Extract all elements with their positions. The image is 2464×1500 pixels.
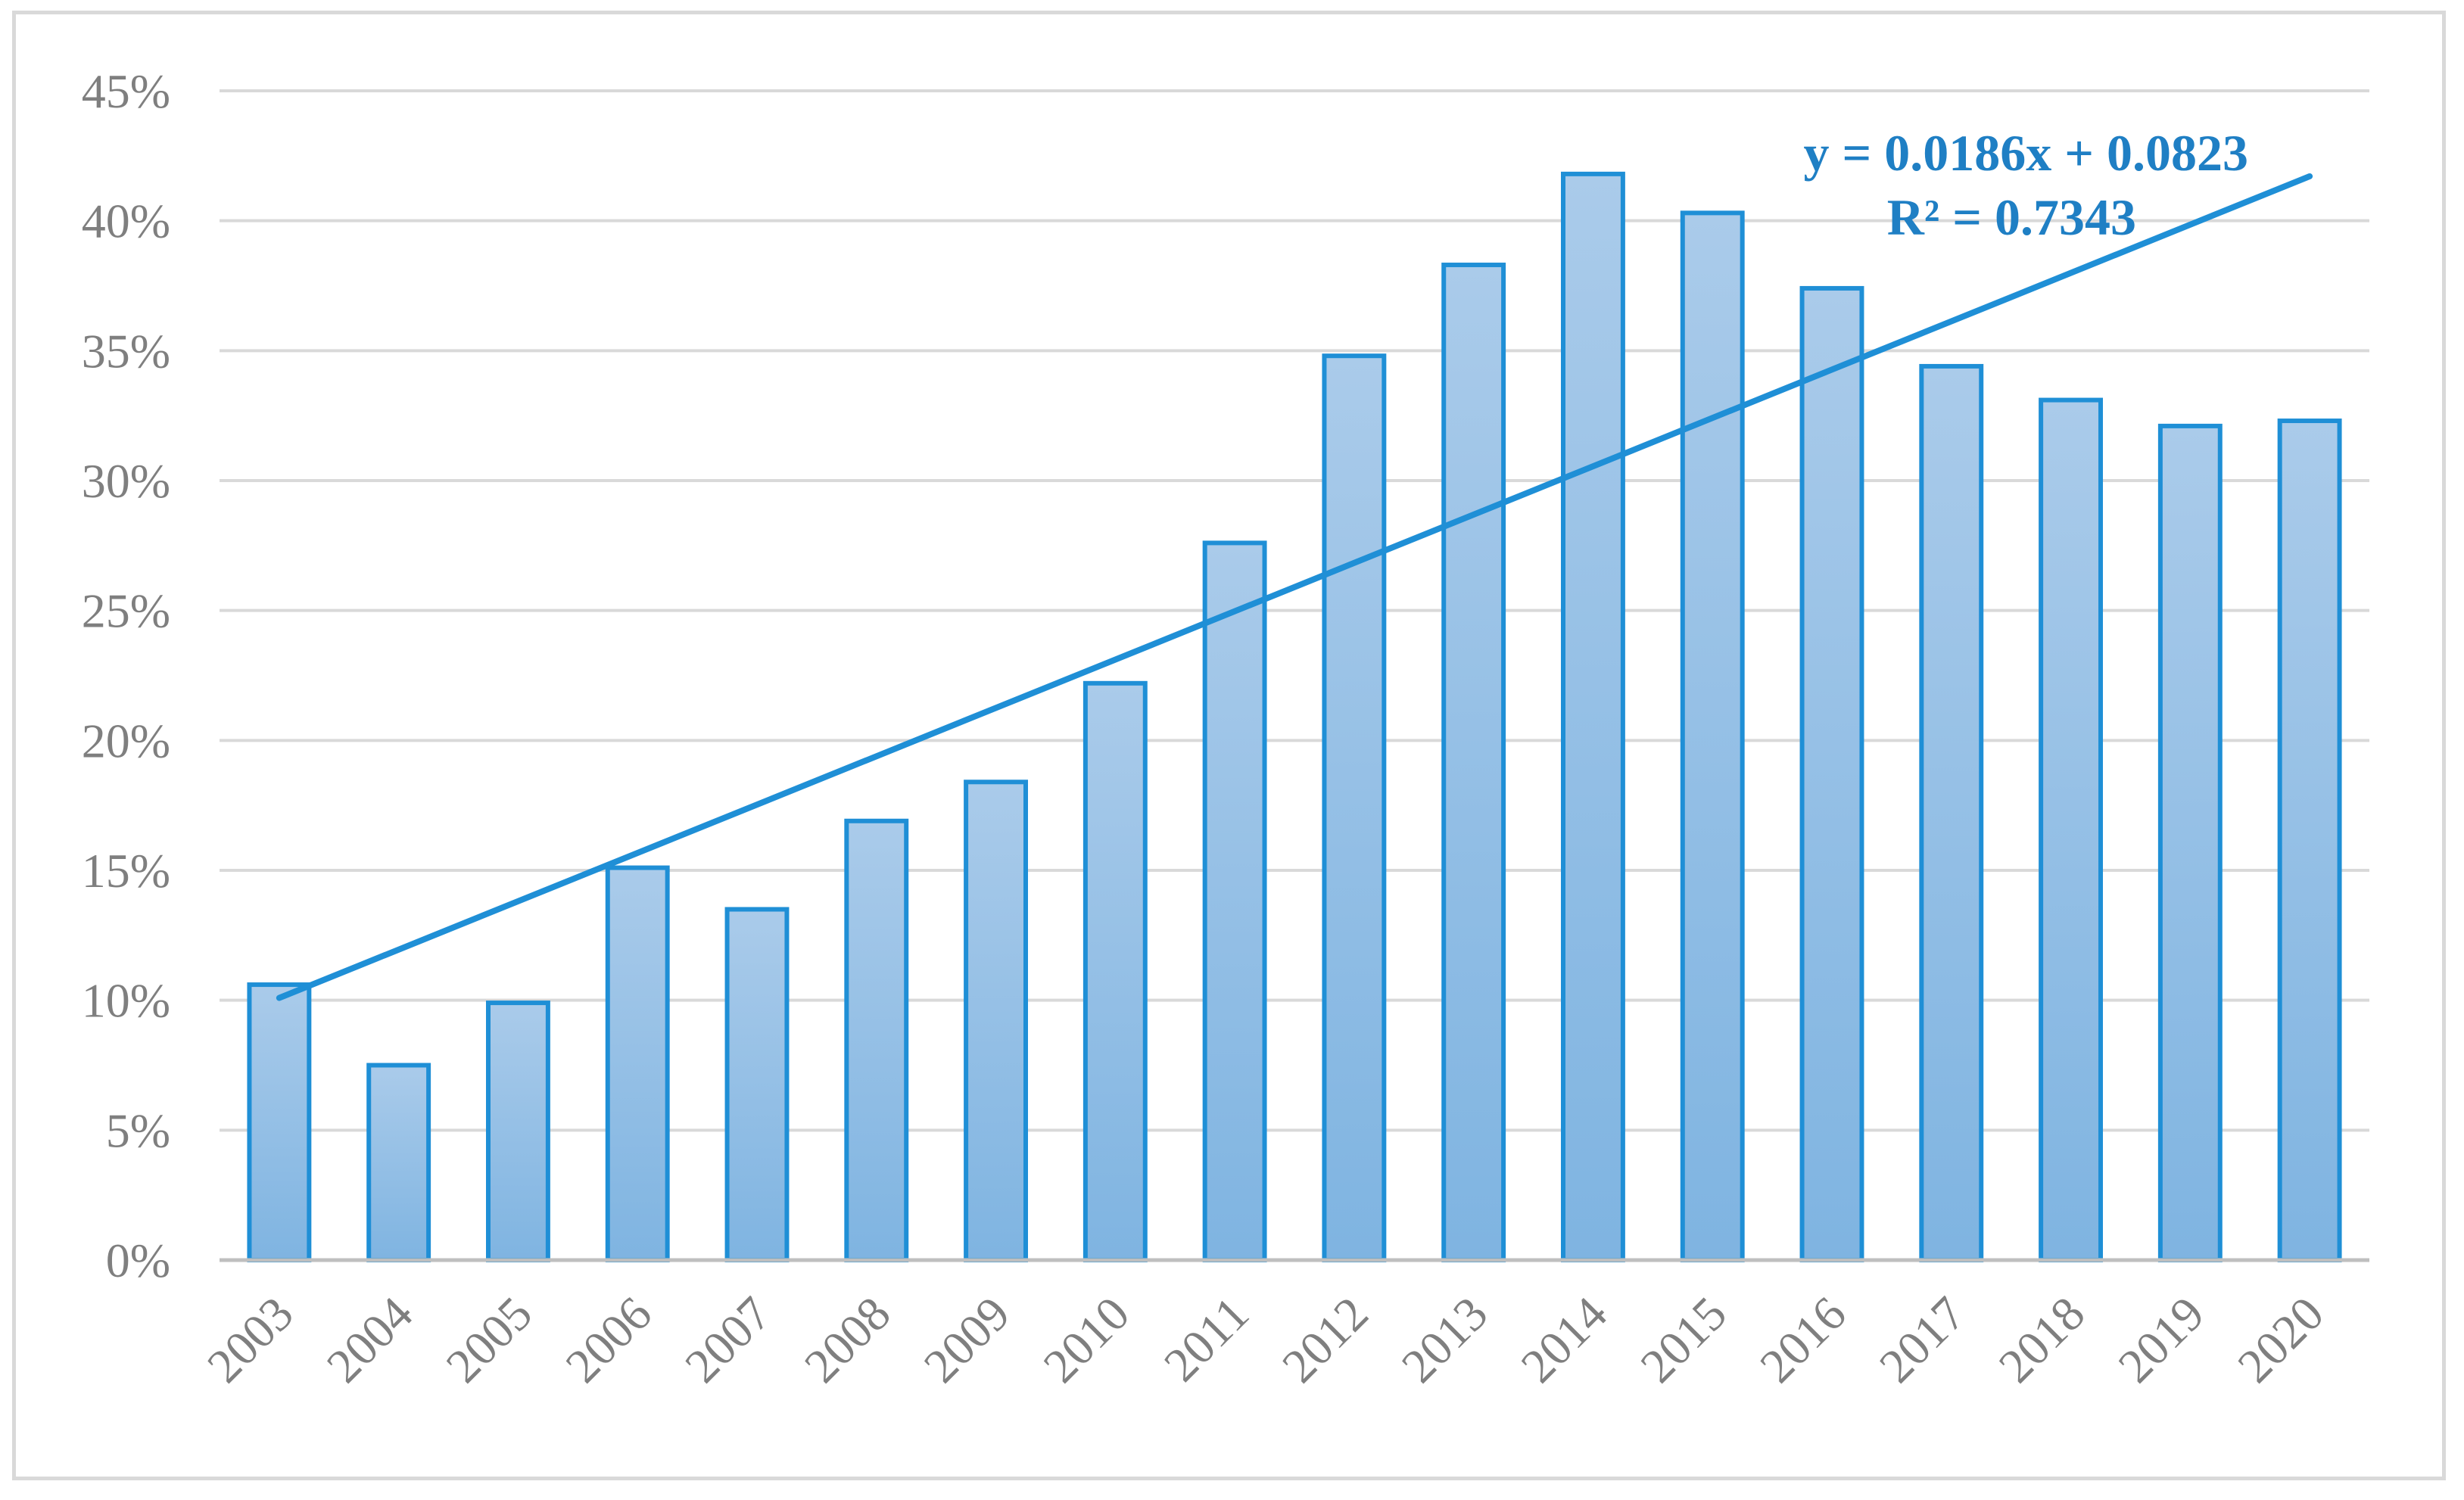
y-tick-label: 25% [82,584,170,638]
x-axis-tick-labels: 2003 2004 2005 2006 2007 2008 2009 2010 2011 2012… [197,1287,2334,1393]
bar-2012 [1322,353,1387,1263]
bars [247,171,2342,1263]
bar-2019 [2157,423,2223,1262]
y-tick-label: 0% [106,1234,170,1287]
bar-2009 [964,780,1028,1263]
bar-2007 [724,907,790,1262]
trendline-r-squared: R² = 0.7343 [1887,188,2136,246]
y-tick-label: 35% [82,324,170,378]
bar-2003 [247,982,312,1262]
trendline-annotation: y = 0.0186x + 0.0823 R² = 0.7343 [1804,124,2249,246]
x-tick-label: 2005 [436,1287,543,1393]
bar-2020 [2277,419,2342,1262]
x-tick-label: 2004 [316,1287,423,1393]
y-axis-tick-labels: 0% 5% 10% 15% 20% 25% 30% 35% 40% 45% [82,64,170,1287]
x-tick-label: 2016 [1749,1287,1856,1393]
y-tick-label: 20% [82,714,170,767]
x-tick-label: 2008 [794,1287,901,1393]
x-tick-label: 2018 [1989,1287,2095,1393]
bar-2006 [605,865,670,1262]
x-tick-label: 2006 [555,1287,662,1393]
x-tick-label: 2011 [1154,1287,1259,1392]
trendline [276,173,2313,1001]
x-tick-label: 2013 [1391,1287,1498,1393]
bar-2016 [1799,285,1864,1262]
y-tick-label: 45% [82,64,170,118]
bar-2008 [844,818,909,1263]
y-tick-label: 40% [82,195,170,248]
x-tick-label: 2017 [1869,1287,1976,1393]
bar-2004 [366,1063,431,1262]
y-tick-label: 15% [82,844,170,898]
x-tick-label: 2014 [1511,1287,1618,1393]
bar-2015 [1680,210,1745,1262]
y-tick-label: 10% [82,974,170,1028]
x-tick-label: 2009 [914,1287,1020,1393]
bar-2013 [1441,263,1506,1262]
bar-2010 [1082,680,1148,1262]
gridlines [220,89,2369,1132]
x-tick-label: 2010 [1033,1287,1140,1393]
x-tick-label: 2012 [1272,1287,1378,1393]
bar-2018 [2039,397,2103,1262]
y-tick-label: 30% [82,454,170,508]
x-tick-label: 2003 [197,1287,304,1393]
bar-2017 [1919,363,1984,1262]
trendline-group [276,173,2313,1001]
y-tick-label: 5% [106,1103,170,1157]
bar-2011 [1202,540,1267,1262]
x-tick-label: 2015 [1630,1287,1737,1393]
bar-2005 [486,1001,550,1262]
x-tick-label: 2019 [2108,1287,2215,1393]
bar-2014 [1561,171,1625,1262]
x-tick-label: 2007 [674,1287,781,1393]
trendline-equation: y = 0.0186x + 0.0823 [1804,124,2249,182]
x-tick-label: 2020 [2227,1287,2334,1393]
